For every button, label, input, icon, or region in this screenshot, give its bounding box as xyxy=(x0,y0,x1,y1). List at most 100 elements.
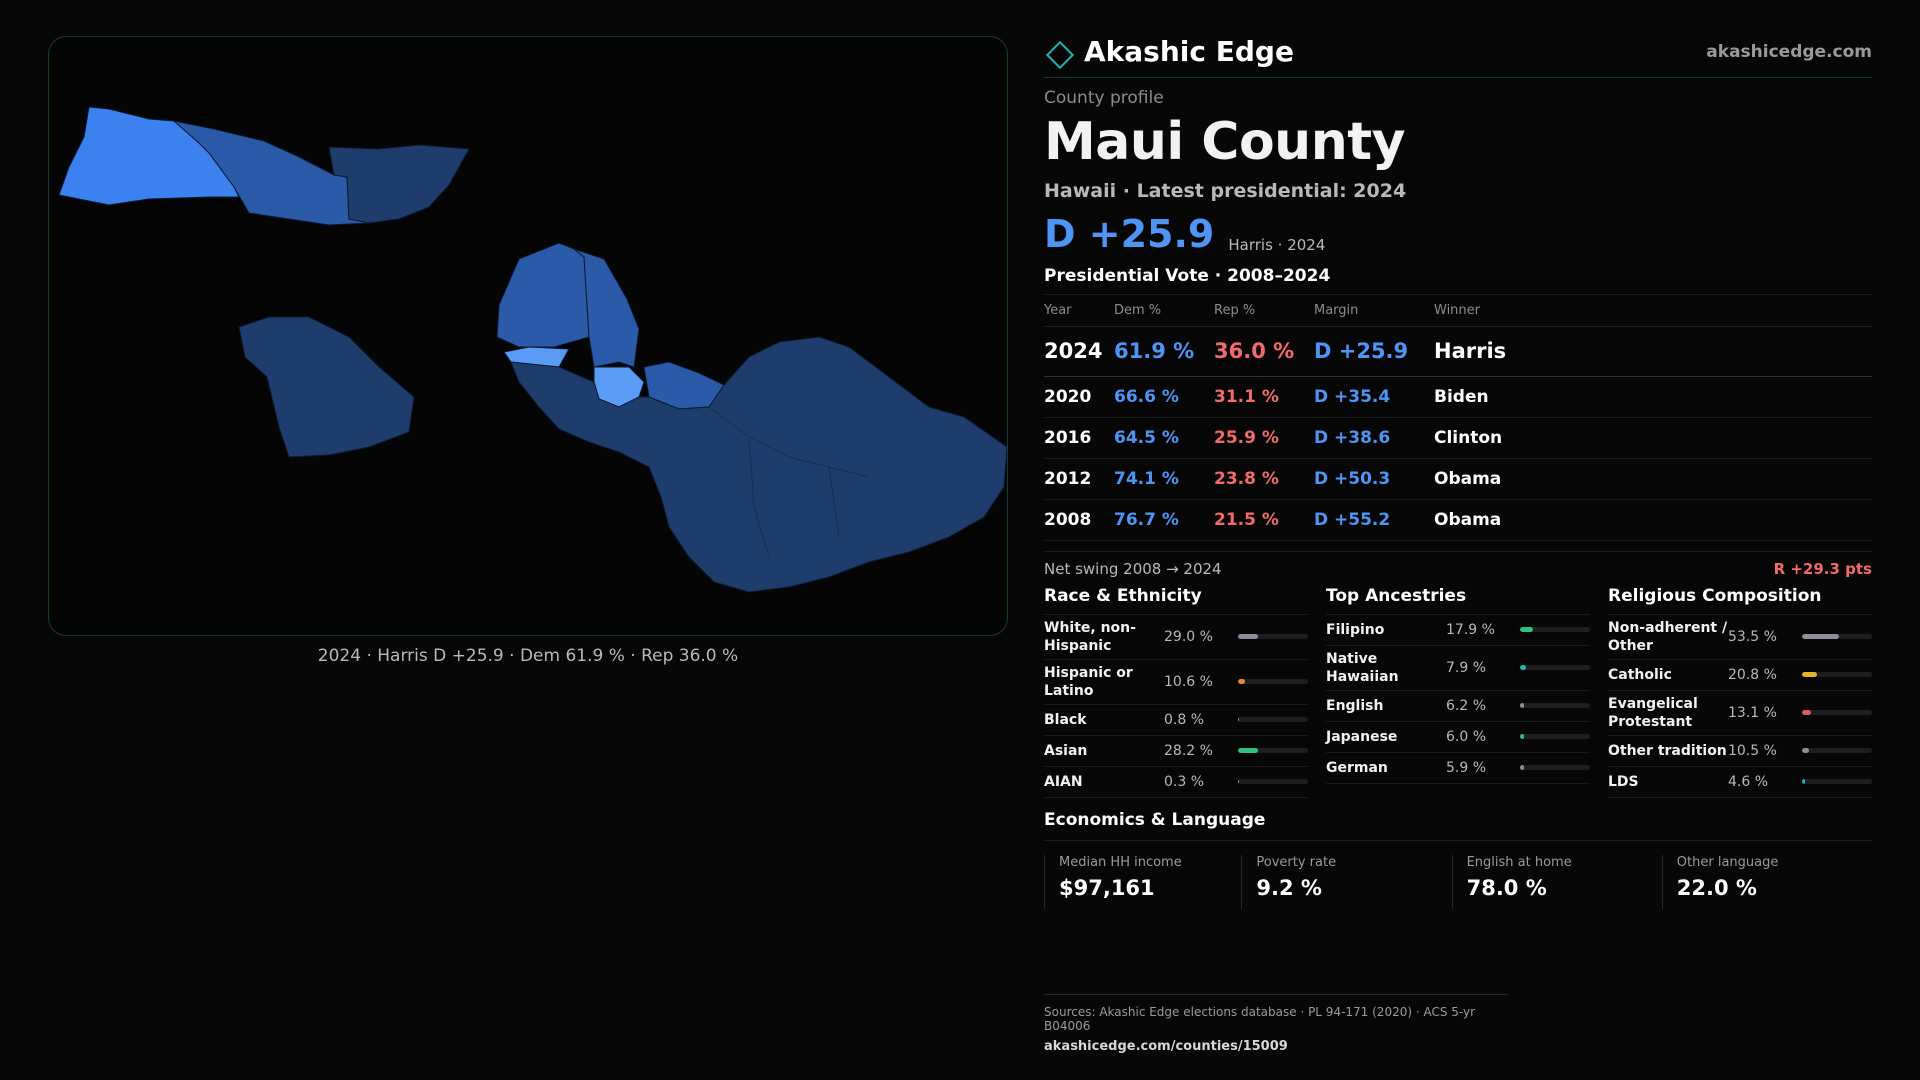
race-label: Black xyxy=(1044,711,1087,728)
cell-rep: 36.0 % xyxy=(1214,326,1314,377)
list-item: AIAN 0.3 % xyxy=(1044,767,1308,798)
race-bar xyxy=(1238,779,1308,784)
column-header-margin: Margin xyxy=(1314,295,1434,327)
ancestries-title: Top Ancestries xyxy=(1326,586,1590,615)
cell-year: 2012 xyxy=(1044,458,1114,500)
cell-dem: 61.9 % xyxy=(1114,326,1214,377)
map-region-molokai-east[interactable] xyxy=(328,144,470,224)
ancestry-label: German xyxy=(1326,759,1388,776)
votes-table-header: Year Dem % Rep % Margin Winner xyxy=(1044,295,1872,327)
column-header-winner: Winner xyxy=(1434,295,1872,327)
religion-bar-fill xyxy=(1802,634,1840,639)
ancestry-bar-fill xyxy=(1520,665,1526,670)
cell-winner: Obama xyxy=(1434,499,1872,541)
religion-label: Other tradition xyxy=(1608,742,1727,759)
religion-bar xyxy=(1802,634,1872,639)
race-bar-fill xyxy=(1238,634,1259,639)
table-row[interactable]: 2012 74.1 % 23.8 % D +50.3 Obama xyxy=(1044,458,1872,500)
ancestry-value: 7.9 % xyxy=(1446,659,1487,676)
site-url-link[interactable]: akashicedge.com xyxy=(1706,41,1872,62)
ancestry-label: Filipino xyxy=(1326,621,1385,638)
economics-cards: Median HH income $97,161 Poverty rate 9.… xyxy=(1044,854,1872,909)
cell-margin: D +55.2 xyxy=(1314,499,1434,541)
net-swing: Net swing 2008 → 2024 R +29.3 pts xyxy=(1044,550,1872,578)
votes-section-title: Presidential Vote · 2008–2024 xyxy=(1044,266,1872,295)
cell-margin: D +38.6 xyxy=(1314,417,1434,459)
map-caption: 2024 · Harris D +25.9 · Dem 61.9 % · Rep… xyxy=(317,646,739,666)
econ-value: 9.2 % xyxy=(1256,875,1322,900)
list-item: Hispanic or Latino 10.6 % xyxy=(1044,660,1308,705)
table-row[interactable]: 2020 66.6 % 31.1 % D +35.4 Biden xyxy=(1044,376,1872,418)
race-bar xyxy=(1238,748,1308,753)
race-bar-fill xyxy=(1238,779,1240,784)
econ-label: Poverty rate xyxy=(1256,854,1337,870)
net-swing-value: R +29.3 pts xyxy=(1773,559,1872,578)
econ-value: 78.0 % xyxy=(1466,875,1547,900)
map-region-west-maui-north[interactable] xyxy=(496,242,590,348)
race-value: 28.2 % xyxy=(1164,742,1213,759)
religion-title: Religious Composition xyxy=(1608,586,1872,615)
race-label: Hispanic or Latino xyxy=(1044,664,1133,699)
ancestry-label: Native Hawaiian xyxy=(1326,650,1399,685)
religion-bar-fill xyxy=(1802,779,1806,784)
list-item: German 5.9 % xyxy=(1326,753,1590,784)
map-region-molokai-west[interactable] xyxy=(58,106,240,206)
religion-label: Non-adherent / Other xyxy=(1608,619,1728,654)
column-header-rep: Rep % xyxy=(1214,295,1314,327)
footer-url-link[interactable]: akashicedge.com/counties/15009 xyxy=(1044,1039,1288,1054)
race-ethnicity-panel: Race & Ethnicity White, non-Hispanic 29.… xyxy=(1044,586,1308,798)
map-region-east-maui[interactable] xyxy=(510,336,1007,593)
brand-name: Akashic Edge xyxy=(1084,35,1294,68)
cell-year: 2008 xyxy=(1044,499,1114,541)
ancestry-bar-fill xyxy=(1520,627,1533,632)
ancestry-value: 5.9 % xyxy=(1446,759,1487,776)
map-region-upcountry xyxy=(708,406,870,558)
econ-card-poverty: Poverty rate 9.2 % xyxy=(1241,854,1451,909)
cell-dem: 76.7 % xyxy=(1114,499,1214,541)
cell-year: 2016 xyxy=(1044,417,1114,459)
headline-margin: D +25.9 xyxy=(1044,212,1215,256)
cell-year: 2020 xyxy=(1044,376,1114,418)
votes-table: Year Dem % Rep % Margin Winner 2024 61.9… xyxy=(1044,295,1872,541)
map-region-west-maui-east[interactable] xyxy=(573,248,640,368)
list-item: Evangelical Protestant 13.1 % xyxy=(1608,691,1872,736)
ancestry-bar xyxy=(1520,765,1590,770)
table-row[interactable]: 2016 64.5 % 25.9 % D +38.6 Clinton xyxy=(1044,417,1872,459)
eyebrow-label: County profile xyxy=(1044,88,1164,108)
ancestry-value: 6.0 % xyxy=(1446,728,1487,745)
list-item: Black 0.8 % xyxy=(1044,705,1308,736)
econ-card-other-language: Other language 22.0 % xyxy=(1661,854,1872,909)
brand-header: Akashic Edge akashicedge.com xyxy=(1044,32,1872,78)
economics-title: Economics & Language xyxy=(1044,810,1872,841)
religion-label: Catholic xyxy=(1608,666,1672,683)
race-bar xyxy=(1238,679,1308,684)
list-item: English 6.2 % xyxy=(1326,691,1590,722)
religion-panel: Religious Composition Non-adherent / Oth… xyxy=(1608,586,1872,798)
table-row[interactable]: 2008 76.7 % 21.5 % D +55.2 Obama xyxy=(1044,499,1872,541)
econ-card-income: Median HH income $97,161 xyxy=(1044,854,1241,909)
net-swing-label: Net swing 2008 → 2024 xyxy=(1044,559,1222,578)
econ-value: 22.0 % xyxy=(1676,875,1757,900)
race-ethnicity-title: Race & Ethnicity xyxy=(1044,586,1308,615)
ancestry-label: Japanese xyxy=(1326,728,1398,745)
ancestries-panel: Top Ancestries Filipino 17.9 % Native Ha… xyxy=(1326,586,1590,798)
list-item: Other tradition 10.5 % xyxy=(1608,736,1872,767)
cell-winner: Clinton xyxy=(1434,417,1872,459)
race-value: 29.0 % xyxy=(1164,628,1213,645)
list-item: Filipino 17.9 % xyxy=(1326,615,1590,646)
cell-dem: 74.1 % xyxy=(1114,458,1214,500)
ancestry-value: 17.9 % xyxy=(1446,621,1495,638)
race-bar xyxy=(1238,634,1308,639)
map-region-lanai[interactable] xyxy=(238,316,415,458)
county-map[interactable] xyxy=(48,36,1008,636)
table-row[interactable]: 2024 61.9 % 36.0 % D +25.9 Harris xyxy=(1044,326,1872,377)
ancestry-bar xyxy=(1520,703,1590,708)
cell-rep: 23.8 % xyxy=(1214,458,1314,500)
cell-margin: D +25.9 xyxy=(1314,326,1434,377)
brand[interactable]: Akashic Edge xyxy=(1044,35,1294,69)
cell-rep: 25.9 % xyxy=(1214,417,1314,459)
econ-card-english: English at home 78.0 % xyxy=(1451,854,1662,909)
race-bar-fill xyxy=(1238,717,1240,722)
ancestry-value: 6.2 % xyxy=(1446,697,1487,714)
ancestry-bar xyxy=(1520,627,1590,632)
